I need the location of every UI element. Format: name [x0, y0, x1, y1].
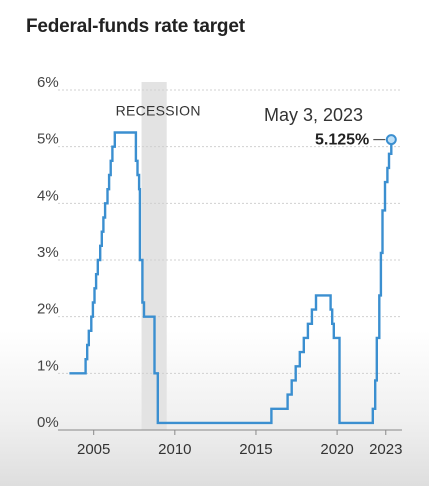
- recession-band: [141, 82, 167, 430]
- y-tick-label: 1%: [37, 357, 59, 374]
- recession-label: RECESSION: [116, 103, 201, 119]
- y-axis-ticks: 0% 1% 2% 3% 4% 5% 6%: [37, 74, 59, 431]
- x-tick-label: 2005: [77, 441, 110, 458]
- y-tick-label: 3%: [37, 244, 59, 261]
- y-tick-label: 0%: [37, 414, 59, 431]
- y-tick-label: 6%: [37, 74, 59, 91]
- annotation-layer: May 3, 2023 5.125%: [264, 105, 397, 149]
- annotation-value: 5.125%: [315, 132, 369, 149]
- x-tick-label: 2015: [239, 441, 272, 458]
- y-tick-label: 4%: [37, 187, 59, 204]
- latest-point-marker: [385, 134, 397, 146]
- fed-funds-line: [69, 131, 393, 425]
- series-layer: [69, 131, 393, 425]
- x-tick-label: 2020: [320, 441, 353, 458]
- annotation-date: May 3, 2023: [264, 105, 363, 125]
- x-tick-label: 2023: [369, 441, 402, 458]
- recession-band-layer: RECESSION: [116, 82, 201, 430]
- x-tick-label: 2010: [158, 441, 191, 458]
- y-tick-label: 5%: [37, 131, 59, 148]
- y-tick-label: 2%: [37, 301, 59, 318]
- x-axis-ticks: 2005 2010 2015 2020 2023: [77, 430, 402, 458]
- chart-title: Federal-funds rate target: [26, 16, 245, 37]
